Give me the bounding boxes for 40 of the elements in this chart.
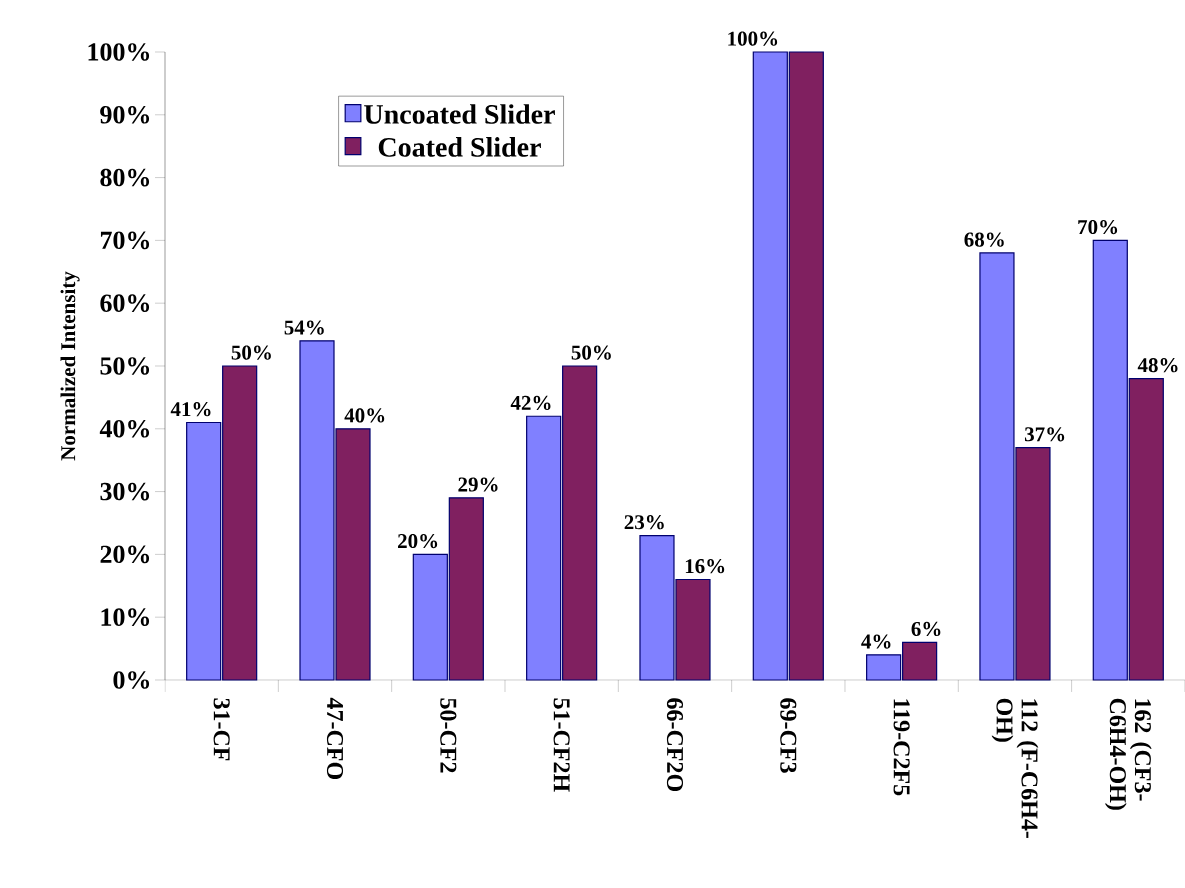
data-label: 4% <box>861 634 891 649</box>
legend-label: Uncoated Slider <box>364 104 555 124</box>
y-tick-label: 100% <box>88 43 150 61</box>
x-tick-label: 69-CF3 <box>780 698 797 773</box>
data-label: 29% <box>458 477 498 492</box>
data-label: 48% <box>1137 358 1178 373</box>
data-label: 100% <box>728 31 778 46</box>
data-label: 20% <box>398 533 438 549</box>
x-tick-label: 66-CF2O <box>666 698 684 791</box>
data-label: 54% <box>284 320 324 335</box>
y-axis-title: Normalized Intensity <box>60 271 80 461</box>
data-label: 23% <box>624 515 664 530</box>
y-tick-label: 90% <box>100 105 150 124</box>
y-tick-label: 20% <box>100 545 150 564</box>
y-tick-label: 70% <box>100 231 150 250</box>
data-label: 37% <box>1024 427 1065 442</box>
y-tick-label: 0% <box>113 671 150 689</box>
y-tick-label: 60% <box>100 294 150 313</box>
data-label: 50% <box>231 345 271 360</box>
data-label: 40% <box>344 408 385 423</box>
data-label: 68% <box>964 232 1004 247</box>
x-tick-label: 162 (CF3-C6H4-OH) <box>1104 698 1152 810</box>
data-label: 70% <box>1078 219 1118 235</box>
y-tick-label: 80% <box>100 168 150 187</box>
x-tick-label: 31-CF <box>213 698 230 761</box>
x-tick-label: 119-C2F5 <box>893 699 910 796</box>
data-label: 6% <box>911 621 941 637</box>
data-label: 42% <box>510 395 551 411</box>
y-tick-label: 30% <box>100 482 150 501</box>
y-tick-label: 50% <box>100 357 150 375</box>
data-label: 41% <box>170 402 211 417</box>
y-tick-label: 40% <box>99 419 150 438</box>
data-label: 50% <box>571 345 611 360</box>
y-tick-label: 10% <box>101 608 150 627</box>
data-label: 16% <box>685 559 725 574</box>
legend-label: Coated Slider <box>378 137 541 157</box>
x-tick-label: 50-CF2 <box>440 698 457 773</box>
x-tick-label: 112 (F-C6H4-OH) <box>991 698 1039 838</box>
x-tick-label: 47-CFO <box>326 697 344 779</box>
x-tick-label: 51-CF2H <box>553 698 570 792</box>
